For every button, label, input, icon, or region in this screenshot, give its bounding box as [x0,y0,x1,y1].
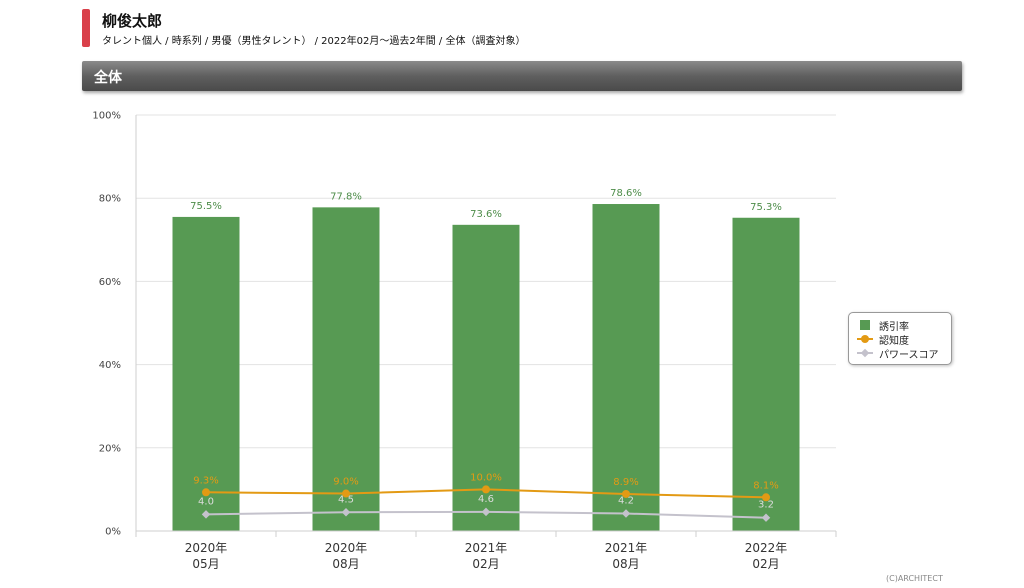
line-series: 4.0 4.5 4.6 4.2 3.2 9.3% 9.0% 10.0% 8.9% 8.1% [193,472,779,522]
bar-data-label: 75.5% [190,201,222,212]
bar-data-label: 75.3% [750,202,782,213]
x-axis: 2020年 05月 2020年 08月 2021年 02月 2021年 08月 2022年 02月 [135,530,837,571]
awareness-point [202,488,210,497]
awareness-point [342,489,350,498]
legend-label: パワースコア [879,349,939,361]
x-tick-label: 2020年 [325,541,368,555]
bar [732,217,800,531]
legend-label: 誘引率 [879,321,909,333]
power-score-point [761,513,771,522]
copyright: (C)ARCHITECT [886,574,943,583]
page-title: 柳俊太郎 [102,12,163,30]
y-tick-label: 80% [99,194,121,205]
legend-swatch-awareness [857,333,873,345]
y-tick-label: 60% [99,277,121,288]
x-tick-label: 05月 [192,557,219,571]
x-tick-label: 02月 [472,557,499,571]
legend-item-power-score: パワースコア [857,346,939,361]
power-score-point [341,508,351,517]
x-tick-label: 2020年 [185,541,228,555]
bar-data-label: 73.6% [470,209,502,220]
title-accent-bar [82,9,90,47]
section-header: 全体 [82,61,962,91]
x-tick-label: 02月 [752,557,779,571]
x-tick-label: 2021年 [605,541,648,555]
x-tick-label: 2022年 [745,541,788,555]
awareness-point [622,489,630,498]
y-tick-label: 40% [99,360,121,371]
legend-label: 認知度 [879,335,909,347]
bar-data-label: 78.6% [610,188,642,199]
y-tick-label: 20% [99,443,121,454]
legend-item-attraction: 誘引率 [857,318,909,333]
awareness-data-label: 10.0% [470,472,502,483]
legend-swatch-bar [857,319,873,331]
power-score-data-label: 4.5 [338,494,354,505]
power-score-point [481,507,491,517]
bar [452,224,520,531]
awareness-data-label: 8.9% [613,477,638,488]
bar [172,216,240,532]
power-score-data-label: 3.2 [758,500,774,511]
power-score-data-label: 4.2 [618,496,634,507]
x-tick-label: 08月 [332,557,359,571]
y-tick-label: 0% [105,527,121,538]
bar [312,207,380,532]
page-subtitle: タレント個人 / 時系列 / 男優（男性タレント） / 2022年02月〜過去2… [102,36,526,47]
x-tick-label: 08月 [612,557,639,571]
awareness-data-label: 9.0% [333,477,358,488]
power-score-data-label: 4.0 [198,496,214,507]
bar-series: 75.5% 77.8% 73.6% 78.6% 75.3% [172,188,800,532]
awareness-point [762,493,770,502]
power-score-data-label: 4.6 [478,494,494,505]
legend-item-awareness: 認知度 [857,332,909,347]
awareness-data-label: 8.1% [753,480,778,491]
y-tick-label: 100% [92,111,121,122]
bar [592,204,660,532]
bar-data-label: 77.8% [330,191,362,202]
awareness-point [482,485,490,494]
x-tick-label: 2021年 [465,541,508,555]
power-score-point [621,509,631,518]
section-label: 全体 [94,70,122,86]
y-axis: 0% 20% 40% 60% 80% 100% [92,111,137,538]
legend-swatch-power [857,347,873,359]
legend: 誘引率 認知度 パワースコア [848,312,952,365]
awareness-data-label: 9.3% [193,475,218,486]
